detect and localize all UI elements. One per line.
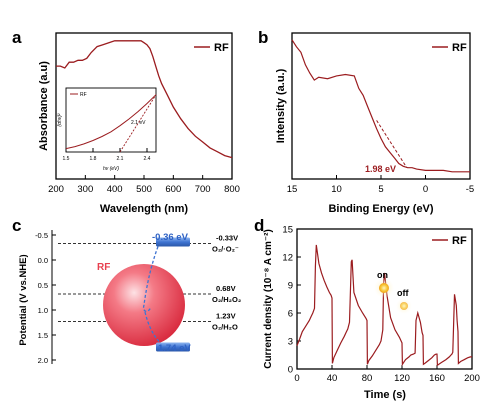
panel-a-letter: a [12, 28, 22, 47]
x-tick-label: 120 [394, 373, 410, 384]
x-tick-label: 40 [327, 373, 338, 384]
inset-x-label: hv (eV) [103, 166, 119, 172]
panel-d-letter: d [254, 216, 264, 235]
x-tick-label: 2.1 [117, 156, 124, 162]
x-tick-label: -5 [466, 184, 474, 195]
panel-b-y-label: Intensity (a.u.) [275, 68, 287, 143]
hole-path-vb [144, 311, 161, 343]
y-tick-label: 0.5 [38, 281, 48, 290]
panel-a: a 200 300 400 500 600 700 800 Wavelength (nm) … [12, 28, 240, 215]
x-tick-label: 0 [423, 184, 428, 195]
panel-b-annotation: 1.98 eV [365, 164, 396, 174]
panel-b-x-ticks: 15 10 5 0 -5 [287, 175, 474, 195]
sun-off-icon [396, 298, 412, 314]
x-tick-label: 200 [48, 184, 64, 195]
redox-level-potential: -0.33V [216, 234, 238, 243]
x-tick-label: 15 [287, 184, 298, 195]
x-tick-label: 2.4 [144, 156, 151, 162]
x-tick-label: 10 [331, 184, 342, 195]
panel-d-x-label: Time (s) [364, 389, 406, 401]
panel-a-legend-label: RF [214, 42, 229, 54]
redox-level-couple: O₂/·O₂⁻ [212, 245, 239, 254]
y-tick-label: 6 [288, 309, 293, 320]
inset-tangent-line [119, 94, 157, 153]
inset-legend-label: RF [80, 92, 87, 98]
cb-energy-label: -0.36 eV [152, 232, 189, 243]
y-tick-label: 0 [288, 365, 293, 376]
redox-level-potential: 1.23V [216, 312, 236, 321]
panel-b-letter: b [258, 28, 268, 47]
panel-a-inset: 1.5 1.8 2.1 2.4 RF 2.1 eV hv (eV) (αhv)² [57, 87, 157, 172]
y-tick-label: 3 [288, 337, 293, 348]
sun-on-icon [374, 278, 394, 298]
panel-c-material-label: RF [97, 262, 110, 273]
y-tick-label: 12 [282, 253, 293, 264]
panel-d: d 0 40 80 120 160 200 0 3 6 9 12 15 Time (s) Curren… [254, 216, 480, 401]
panel-a-series-line [56, 40, 233, 159]
valence-band-block [156, 342, 190, 352]
x-tick-label: 200 [464, 373, 480, 384]
inset-y-label: (αhv)² [57, 113, 63, 126]
redox-level-couple: O₂/H₂O [212, 323, 238, 332]
panel-d-legend-label: RF [452, 235, 467, 247]
x-tick-label: 5 [378, 184, 383, 195]
inset-frame [65, 87, 157, 153]
panel-b: b 15 10 5 0 -5 Binding Energy (eV) Intensity… [258, 28, 474, 215]
panel-d-frame [296, 228, 473, 370]
y-tick-label: 15 [282, 225, 293, 236]
y-tick-label: 1.5 [38, 331, 48, 340]
y-tick-label: 1.0 [38, 306, 48, 315]
x-tick-label: 800 [224, 184, 240, 195]
panel-c-y-ticks: -0.5 0.0 0.5 1.0 1.5 2.0 [35, 231, 56, 365]
x-tick-label: 300 [77, 184, 93, 195]
light-on-label: on [377, 270, 388, 280]
x-tick-label: 400 [107, 184, 123, 195]
vb-energy-label: 1.74 eV [158, 343, 191, 354]
y-tick-label: -0.5 [35, 231, 48, 240]
panel-d-y-label: Current density (10⁻⁸ A cm⁻²) [263, 229, 274, 369]
x-tick-label: 0 [294, 373, 299, 384]
y-tick-label: 2.0 [38, 356, 48, 365]
conduction-band-block [156, 237, 190, 247]
panel-a-x-label: Wavelength (nm) [100, 203, 189, 215]
inset-curve [65, 94, 157, 150]
x-tick-label: 700 [195, 184, 211, 195]
panel-b-frame [291, 32, 471, 180]
x-tick-label: 80 [362, 373, 373, 384]
x-tick-label: 1.5 [63, 156, 70, 162]
panel-c: c -0.5 0.0 0.5 1.0 1.5 2.0 Potential (V vs.NH… [12, 216, 241, 365]
panel-b-x-label: Binding Energy (eV) [328, 203, 433, 215]
panel-b-tangent-line [376, 120, 408, 168]
redox-level-potential: 0.68V [216, 284, 236, 293]
inset-annotation: 2.1 eV [131, 120, 146, 126]
y-tick-label: 0.0 [38, 256, 48, 265]
panel-d-series-line [296, 244, 472, 367]
x-tick-label: 600 [165, 184, 181, 195]
panel-c-y-label: Potential (V vs.NHE) [18, 254, 29, 345]
panel-a-x-ticks: 200 300 400 500 600 700 800 [48, 175, 240, 195]
electron-path-cb [142, 246, 159, 312]
x-tick-label: 160 [429, 373, 445, 384]
panel-a-y-label: Absorbance (a.u) [38, 61, 50, 151]
light-off-label: off [397, 288, 409, 298]
y-tick-label: 9 [288, 281, 293, 292]
panel-d-ticks: 0 40 80 120 160 200 0 3 6 9 12 15 [282, 225, 480, 385]
redox-level-couple: O₂/H₂O₂ [212, 295, 241, 304]
x-tick-label: 1.8 [90, 156, 97, 162]
x-tick-label: 500 [136, 184, 152, 195]
panel-b-series-line [291, 39, 470, 173]
panel-c-letter: c [12, 216, 21, 235]
panel-b-legend-label: RF [452, 42, 467, 54]
